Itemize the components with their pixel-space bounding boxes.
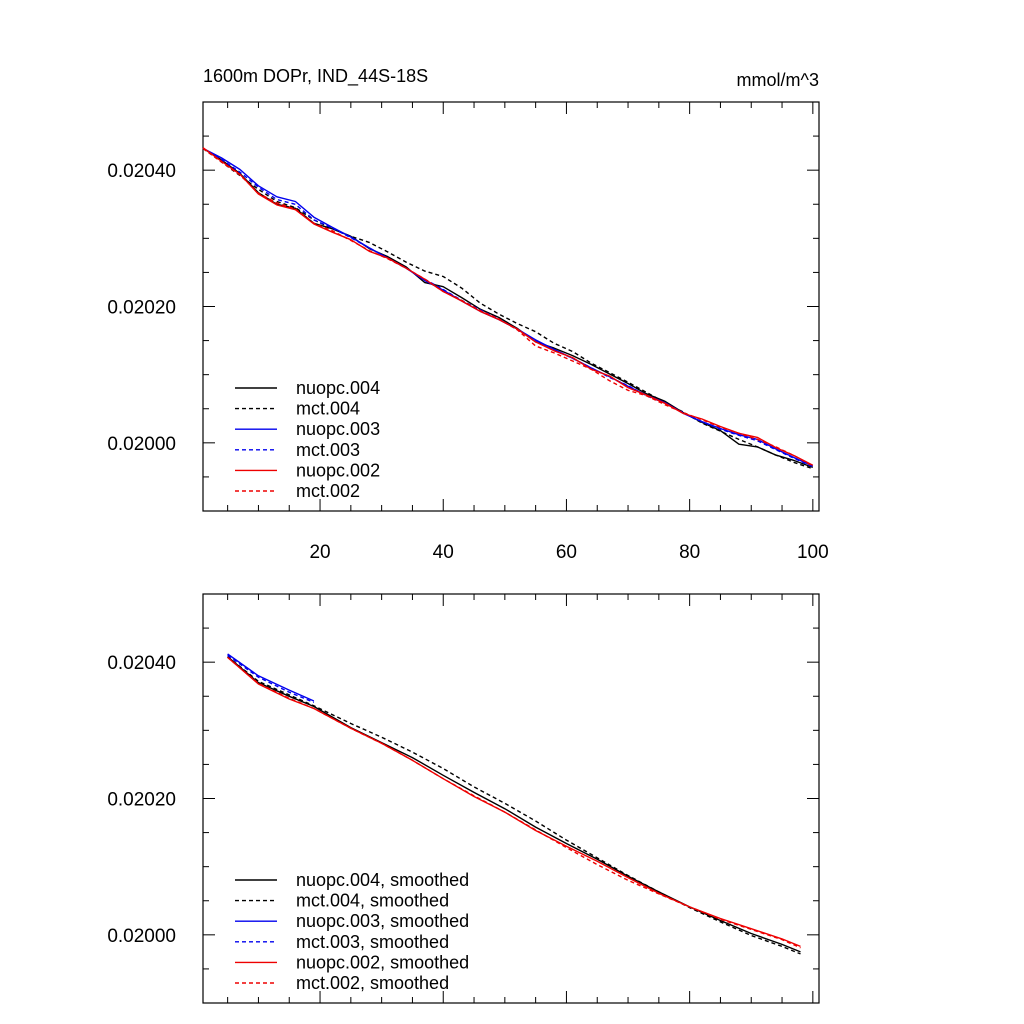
x-tick-label: 40	[433, 542, 454, 563]
series-line-nuopc-002	[202, 147, 814, 466]
series-line-nuopc-003	[202, 147, 814, 467]
legend-label: mct.002	[296, 481, 360, 501]
units-label: mmol/m^3	[737, 70, 819, 90]
y-axis: 0.02000 0.02020 0.02040	[107, 161, 176, 455]
panel-title: 1600m DOPr, IND_44S-18S	[203, 66, 428, 87]
series-line-mct-002	[202, 147, 814, 467]
legend-label: mct.004, smoothed	[296, 891, 449, 911]
y-tick-label: 0.02020	[107, 790, 176, 811]
x-tick-label: 80	[679, 542, 700, 563]
axis-ticks	[203, 101, 819, 512]
y-tick-label: 0.02000	[107, 926, 176, 947]
y-tick-label: 0.02040	[107, 653, 176, 674]
series-line-mct-004-smoothed	[227, 656, 801, 955]
series-lines	[227, 653, 801, 955]
legend-label: nuopc.003, smoothed	[296, 911, 469, 931]
x-tick-label: 100	[797, 542, 829, 563]
bottom-panel: 0.02000 0.02020 0.02040 nuopc.004, smoothe…	[107, 593, 820, 1004]
legend-label: nuopc.002	[296, 460, 380, 480]
legend-label: mct.004	[296, 399, 360, 419]
legend-label: mct.003, smoothed	[296, 932, 449, 952]
top-panel: 1600m DOPr, IND_44S-18S mmol/m^3 0.02000…	[107, 66, 828, 563]
series-lines	[202, 147, 814, 470]
series-line-mct-004	[202, 147, 814, 470]
legend-label: mct.003	[296, 440, 360, 460]
y-tick-label: 0.02040	[107, 161, 176, 182]
x-tick-label: 20	[309, 542, 330, 563]
legend-label: mct.002, smoothed	[296, 973, 449, 993]
legend-label: nuopc.003	[296, 419, 380, 439]
series-line-nuopc-004	[202, 147, 814, 469]
legend-label: nuopc.004, smoothed	[296, 870, 469, 890]
y-tick-label: 0.02000	[107, 434, 176, 455]
legend-label: nuopc.002, smoothed	[296, 952, 469, 972]
series-line-mct-002-smoothed	[227, 656, 801, 949]
series-line-nuopc-004-smoothed	[227, 656, 801, 953]
series-line-mct-003-smoothed	[227, 654, 315, 704]
series-line-nuopc-003-smoothed	[227, 653, 315, 702]
y-axis: 0.02000 0.02020 0.02040	[107, 653, 176, 947]
series-line-mct-003	[202, 147, 814, 468]
x-tick-label: 60	[556, 542, 577, 563]
y-tick-label: 0.02020	[107, 298, 176, 319]
x-axis: 20 40 60 80 100	[309, 542, 828, 563]
legend: nuopc.004mct.004nuopc.003mct.003nuopc.00…	[235, 378, 380, 501]
legend-label: nuopc.004	[296, 378, 380, 398]
axis-ticks	[203, 593, 819, 1004]
